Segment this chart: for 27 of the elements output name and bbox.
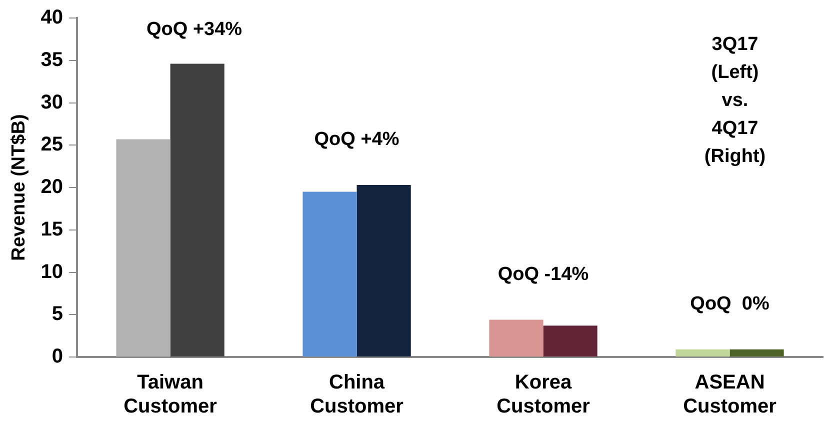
x-tick-label: ASEAN Customer xyxy=(683,372,777,418)
y-tick-label: 5 xyxy=(52,303,64,326)
bar xyxy=(676,349,730,356)
annotation: QoQ -14% xyxy=(498,264,589,285)
bar xyxy=(489,320,544,356)
bar xyxy=(170,64,224,356)
bar xyxy=(730,349,784,356)
y-tick-label: 25 xyxy=(40,134,64,156)
annotation: QoQ 0% xyxy=(690,294,770,315)
y-tick-label: 30 xyxy=(40,91,64,114)
bar xyxy=(356,184,411,356)
x-tick-label: China Customer xyxy=(310,372,404,418)
x-tick-label: Korea Customer xyxy=(496,372,590,418)
annotation: QoQ +4% xyxy=(314,129,400,150)
y-tick-label: 15 xyxy=(40,218,64,240)
bar xyxy=(302,192,357,356)
x-tick-label: Taiwan Customer xyxy=(124,372,218,418)
annotation: 3Q17 (Left) vs. 4Q17 (Right) xyxy=(704,34,766,168)
y-tick-label: 20 xyxy=(40,176,64,198)
y-tick-label: 35 xyxy=(40,48,64,71)
bar xyxy=(543,326,598,356)
annotation: QoQ +34% xyxy=(146,19,242,40)
y-axis-title: Revenue (NT$B) xyxy=(8,114,30,261)
y-tick-label: 10 xyxy=(40,260,64,283)
y-tick-label: 0 xyxy=(52,346,64,368)
y-tick-label: 40 xyxy=(40,6,64,29)
bar xyxy=(116,139,170,356)
